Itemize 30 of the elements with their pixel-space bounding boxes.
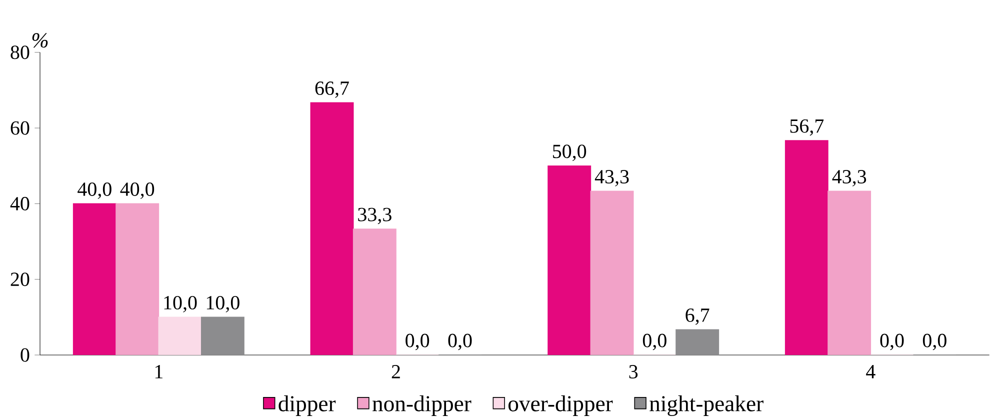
- x-tick-label: 3: [629, 365, 638, 378]
- data-label: 0,0: [922, 334, 946, 350]
- data-label: 10,0: [164, 296, 197, 312]
- y-tick-label: 80: [10, 46, 30, 60]
- x-tick-label: 2: [392, 365, 400, 378]
- x-tick-label: 1: [155, 365, 162, 378]
- data-label: 66,7: [315, 82, 349, 98]
- data-label: 0,0: [406, 334, 430, 350]
- legend-label: non-dipper: [372, 395, 472, 416]
- data-label: 50,0: [553, 144, 586, 161]
- data-label: 33,3: [358, 208, 392, 224]
- data-label: 40,0: [120, 182, 154, 199]
- y-axis-title: %: [32, 33, 48, 48]
- legend-label: night-peaker: [650, 395, 764, 416]
- y-tick-label: 0: [20, 348, 30, 362]
- data-label: 43,3: [832, 170, 866, 186]
- data-label: 43,3: [594, 170, 629, 186]
- data-label: 10,0: [206, 296, 240, 312]
- data-label: 40,0: [78, 182, 112, 199]
- y-tick-label: 20: [10, 272, 30, 286]
- data-label: 0,0: [448, 334, 472, 350]
- data-label: 0,0: [880, 334, 904, 350]
- legend-label: dipper: [278, 395, 336, 416]
- x-tick-label: 4: [866, 365, 876, 378]
- legend-label: over-dipper: [508, 395, 613, 416]
- data-label: 0,0: [642, 334, 666, 350]
- data-label: 56,7: [790, 119, 824, 136]
- y-tick-label: 40: [10, 196, 30, 210]
- y-tick-label: 60: [10, 121, 30, 135]
- data-label: 6,7: [686, 308, 710, 325]
